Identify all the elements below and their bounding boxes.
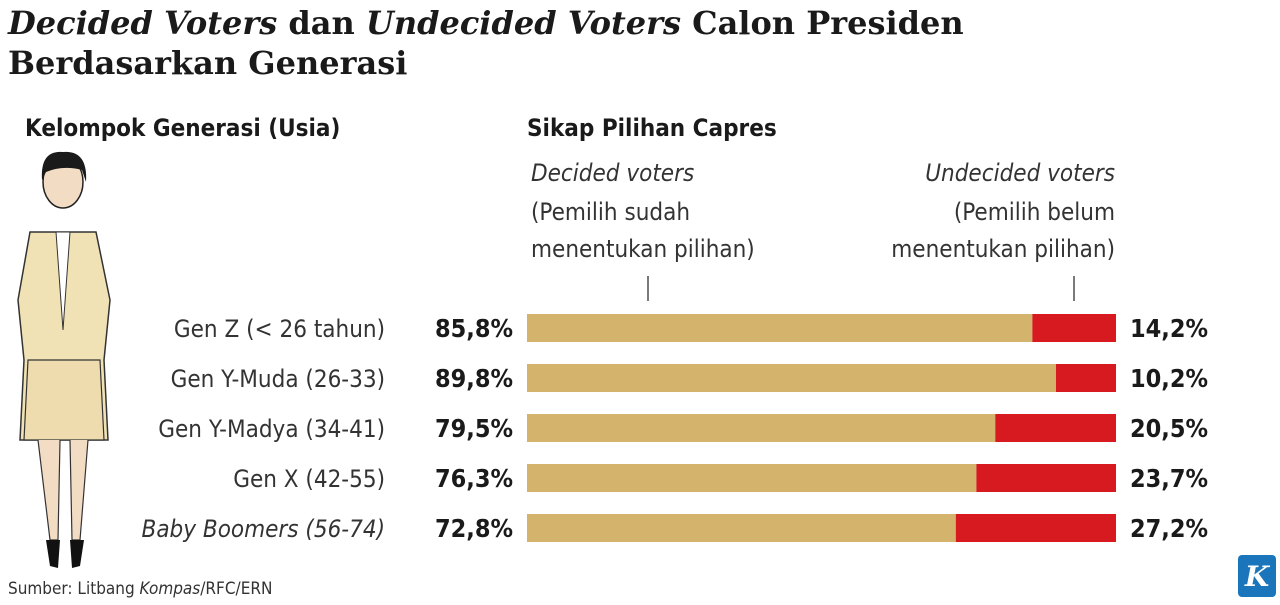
bar-segment — [955, 514, 1116, 542]
value-header: Sikap Pilihan Capres — [527, 114, 777, 142]
text-part: dan — [277, 4, 366, 42]
category-label: Baby Boomers (56-74) — [142, 515, 386, 543]
value-label: 89,8% — [435, 364, 513, 393]
source: Sumber: Litbang Kompas/RFC/ERN — [8, 579, 272, 599]
value-label: 72,8% — [435, 514, 513, 543]
text-part: Berdasarkan Generasi — [8, 44, 407, 82]
bar-segment — [527, 514, 956, 542]
bar-segment — [995, 414, 1116, 442]
value-label: 10,2% — [1130, 364, 1208, 393]
legend-description: (Pemilih belum — [954, 198, 1115, 226]
legend-label: Decided voters — [531, 159, 694, 187]
text-part: Decided Voters — [7, 4, 277, 42]
category-header: Kelompok Generasi (Usia) — [25, 114, 340, 142]
value-label: 27,2% — [1130, 514, 1208, 543]
legend-description: (Pemilih sudah — [531, 198, 690, 226]
bar-segment — [527, 314, 1033, 342]
value-label: 23,7% — [1130, 464, 1208, 493]
legend-label: Undecided voters — [925, 159, 1115, 187]
figure-illustration — [17, 151, 111, 568]
value-label: 85,8% — [435, 314, 513, 343]
category-label: Gen X (42-55) — [233, 465, 385, 493]
logo-box — [1238, 555, 1276, 597]
text-part: Sumber: Litbang — [8, 579, 140, 599]
text-part: Undecided Voters — [366, 4, 681, 42]
chart-title: Berdasarkan Generasi — [8, 44, 407, 82]
text-part: /RFC/ERN — [200, 579, 272, 599]
chart-title: Decided Voters dan Undecided Voters Calo… — [7, 4, 964, 42]
bar-segment — [527, 414, 996, 442]
bar-segment — [1055, 364, 1116, 392]
value-label: 79,5% — [435, 414, 513, 443]
bar-segment — [976, 464, 1116, 492]
value-label: 14,2% — [1130, 314, 1208, 343]
legend-description: menentukan pilihan) — [891, 235, 1115, 263]
text-part: Calon Presiden — [681, 4, 964, 42]
legend-description: menentukan pilihan) — [531, 235, 755, 263]
value-label: 76,3% — [435, 464, 513, 493]
value-label: 20,5% — [1130, 414, 1208, 443]
logo: K — [1244, 560, 1271, 593]
category-label: Gen Y-Muda (26-33) — [171, 365, 385, 393]
category-label: Gen Y-Madya (34-41) — [158, 415, 385, 443]
text-part: Kompas — [140, 579, 201, 599]
category-label: Gen Z (< 26 tahun) — [174, 315, 385, 343]
bar-segment — [527, 364, 1056, 392]
bar-segment — [527, 464, 977, 492]
bar-segment — [1032, 314, 1116, 342]
